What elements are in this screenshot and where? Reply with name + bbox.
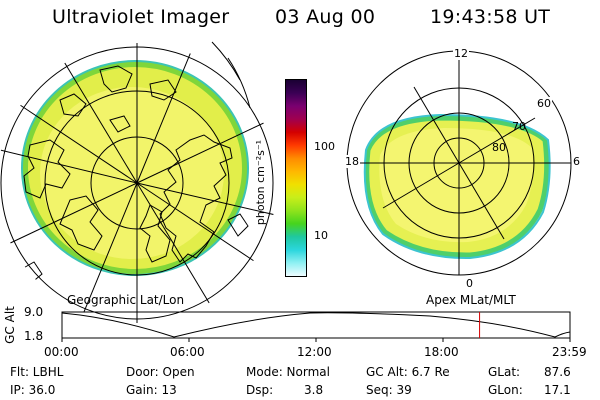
glon-label: GLon: <box>488 383 523 397</box>
glon-value: 17.1 <box>544 383 571 397</box>
mlt-line <box>458 162 505 240</box>
mlat-label-60: 60 <box>536 97 552 110</box>
meridian-lines <box>0 43 277 323</box>
orbit-y-axis-label: GC Alt <box>2 306 17 344</box>
mlt-line <box>413 86 460 164</box>
aurora-image-magnetic-core <box>379 128 534 243</box>
glat-label: GLat: <box>488 365 521 379</box>
instrument-title: Ultraviolet Imager <box>52 6 230 28</box>
outer-arc <box>211 41 241 81</box>
magnetic-map-label: Apex MLat/MLT <box>426 293 516 307</box>
dsp-value: 3.8 <box>304 383 324 397</box>
aurora-image-core <box>40 87 224 259</box>
outer-arc <box>227 57 251 109</box>
mode-status: Mode: Normal <box>246 365 330 379</box>
filter-status: Flt: LBHL <box>10 365 64 379</box>
coastlines <box>19 65 249 285</box>
aurora-magnetic-edge <box>363 113 551 260</box>
ip-status: IP: 36.0 <box>10 383 56 397</box>
orbit-plot-frame <box>61 311 571 339</box>
colorbar-tick-100: 100 <box>314 140 335 153</box>
image-date: 03 Aug 00 <box>275 6 376 28</box>
orbit-xtick: 18:00 <box>424 345 459 359</box>
aurora-magnetic-rim <box>364 115 550 258</box>
orbit-x-ticks <box>61 338 571 342</box>
door-status: Door: Open <box>126 365 195 379</box>
mlat-label-80: 80 <box>492 141 506 154</box>
mlt-label-noon: 12 <box>453 47 469 60</box>
glat-value: 87.6 <box>544 365 571 379</box>
seq-status: Seq: 39 <box>366 383 412 397</box>
magnetic-polar-plot <box>346 50 572 276</box>
colorbar-unit-label: photon cm⁻²s⁻¹ <box>254 139 268 226</box>
geographic-map-label: Geographic Lat/Lon <box>67 293 185 307</box>
mlt-line <box>382 162 460 209</box>
intensity-colorbar <box>285 79 307 277</box>
gain-status: Gain: 13 <box>126 383 177 397</box>
aurora-image-rim <box>22 61 248 275</box>
orbit-xtick: 06:00 <box>170 345 205 359</box>
mlat-label-70: 70 <box>512 120 526 133</box>
gc-altitude-curve <box>61 312 571 338</box>
colorbar-tick-10: 10 <box>314 229 328 242</box>
mlt-label-dawn: 6 <box>573 155 580 168</box>
orbit-altitude-plot <box>61 311 571 342</box>
mlt-label-dusk: 18 <box>344 155 360 168</box>
image-time: 19:43:58 UT <box>430 6 551 28</box>
orbit-xtick: 12:00 <box>297 345 332 359</box>
orbit-ytick-max: 9.0 <box>24 305 44 319</box>
gc-alt-status: GC Alt: 6.7 Re <box>366 365 450 379</box>
mlt-label-midnight: 0 <box>466 277 473 290</box>
mlt-line <box>458 117 536 164</box>
orbit-ytick-min: 1.8 <box>24 329 44 343</box>
geographic-map <box>0 43 277 323</box>
orbit-xtick: 00:00 <box>44 345 79 359</box>
dsp-label: Dsp: <box>246 383 274 397</box>
orbit-xtick: 23:59 <box>552 345 587 359</box>
